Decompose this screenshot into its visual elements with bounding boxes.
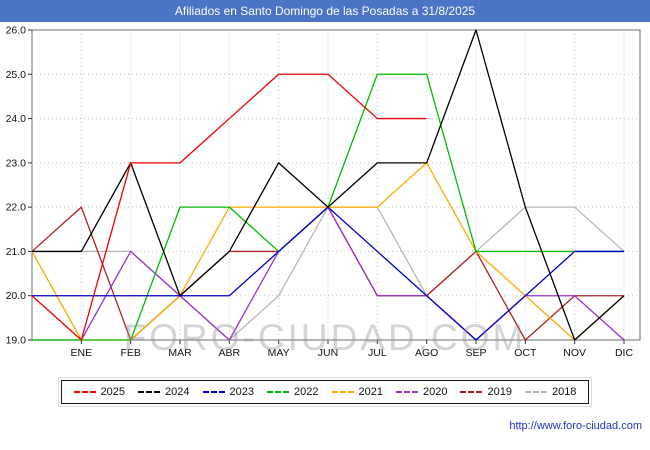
legend-item-2019: 2019 [460,386,512,398]
y-tick-label: 24.0 [6,113,27,125]
legend-row: 2025 2024 2023 2022 2021 2020 2019 2018 [0,380,650,404]
plot-area: 19.0 20.0 21.0 22.0 23.0 24.0 25.0 26.0 ENE FEB MA… [0,22,650,374]
legend-swatch-2018 [524,391,547,393]
y-tick-label: 20.0 [6,290,27,302]
x-tick-label: ENE [71,347,93,359]
x-tick-label: FEB [120,347,140,359]
y-tick-label: 26.0 [6,25,27,37]
x-tick-label: MAY [268,347,290,359]
legend-label-2022: 2022 [294,386,319,398]
x-tick-label: JUN [318,347,338,359]
x-tick-label: OCT [514,347,537,359]
foro-ciudad-link[interactable]: http://www.foro-ciudad.com [509,420,642,432]
x-tick-label: NOV [563,347,586,359]
legend-swatch-2019 [460,391,483,393]
y-tick-label: 25.0 [6,69,27,81]
x-tick-label: DIC [615,347,634,359]
x-tick-label: ABR [219,347,241,359]
x-tick-label: MAR [168,347,192,359]
legend-item-2025: 2025 [73,386,126,398]
legend-swatch-2025 [73,391,96,393]
legend-item-2022: 2022 [267,386,319,398]
line-chart: 19.0 20.0 21.0 22.0 23.0 24.0 25.0 26.0 ENE FEB MA… [6,25,641,359]
y-tick-label: 23.0 [6,157,27,169]
series-2025 [31,73,427,341]
legend-item-2021: 2021 [331,386,383,398]
legend-label-2025: 2025 [100,386,126,398]
legend-swatch-2022 [267,391,290,393]
legend-item-2018: 2018 [524,386,577,398]
x-tick-label: AGO [415,347,438,359]
x-tick-label: JUL [368,347,387,359]
legend-item-2023: 2023 [202,386,255,398]
legend: 2025 2024 2023 2022 2021 2020 2019 2018 [60,380,590,404]
legend-item-2024: 2024 [138,386,190,398]
y-tick-label: 21.0 [6,246,27,258]
legend-swatch-2023 [202,391,225,393]
legend-label-2023: 2023 [229,386,255,398]
y-tick-label: 22.0 [6,202,27,214]
x-tick-label: SEP [465,347,486,359]
legend-swatch-2021 [331,391,354,393]
legend-item-2020: 2020 [395,386,448,398]
legend-label-2019: 2019 [487,386,512,398]
legend-label-2020: 2020 [422,386,448,398]
legend-label-2018: 2018 [551,386,577,398]
legend-swatch-2024 [138,391,161,393]
legend-label-2024: 2024 [165,386,190,398]
legend-swatch-2020 [395,391,418,393]
y-tick-label: 19.0 [6,335,27,347]
legend-label-2021: 2021 [358,386,383,398]
chart-title: Afiliados en Santo Domingo de las Posada… [0,0,650,22]
footer: http://www.foro-ciudad.com [0,404,650,434]
